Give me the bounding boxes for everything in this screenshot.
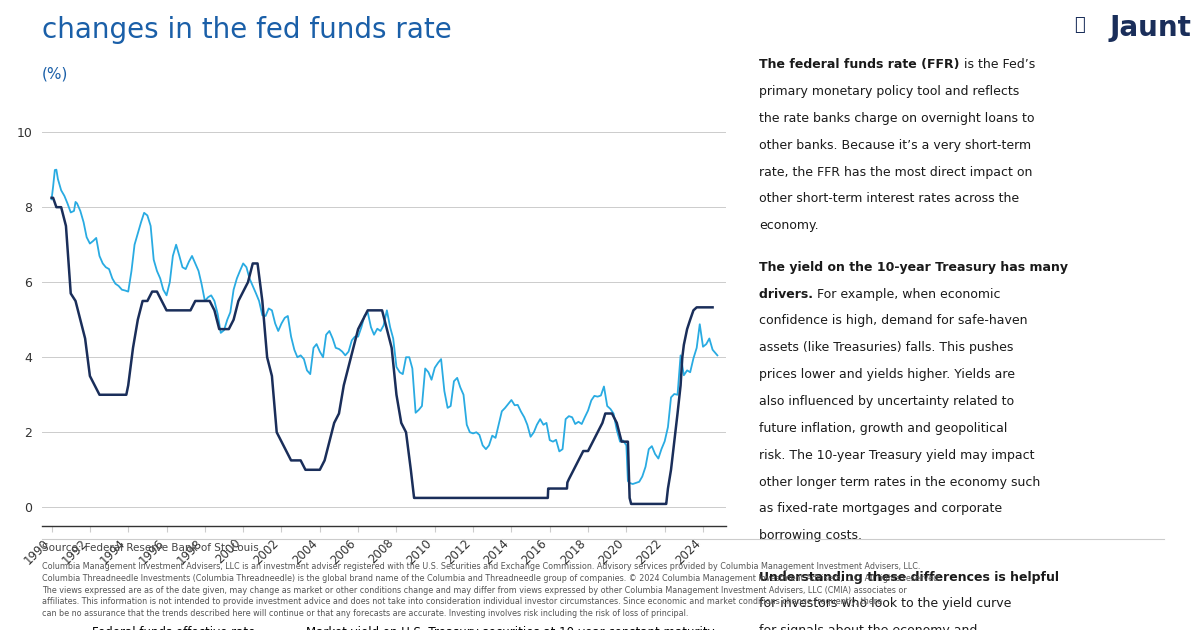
- Text: 🐧: 🐧: [1074, 16, 1085, 34]
- Text: drivers.: drivers.: [758, 287, 817, 301]
- Text: as fixed-rate mortgages and corporate: as fixed-rate mortgages and corporate: [758, 503, 1002, 515]
- Text: for investors who look to the yield curve: for investors who look to the yield curv…: [758, 597, 1012, 610]
- Text: also influenced by uncertainty related to: also influenced by uncertainty related t…: [758, 395, 1014, 408]
- Legend: Federal funds effective rate, Market yield on U.S. Treasury securities at 10-yea: Federal funds effective rate, Market yie…: [48, 622, 719, 630]
- Text: economy.: economy.: [758, 219, 818, 232]
- Text: Jaunt: Jaunt: [1110, 14, 1192, 42]
- Text: (%): (%): [42, 66, 68, 81]
- Text: future inflation, growth and geopolitical: future inflation, growth and geopolitica…: [758, 422, 1007, 435]
- Text: other banks. Because it’s a very short-term: other banks. Because it’s a very short-t…: [758, 139, 1031, 152]
- Text: Columbia Management Investment Advisers, LLC is an investment adviser registered: Columbia Management Investment Advisers,…: [42, 562, 941, 618]
- Text: rate, the FFR has the most direct impact on: rate, the FFR has the most direct impact…: [758, 166, 1032, 178]
- Text: The federal funds rate (FFR): The federal funds rate (FFR): [758, 58, 964, 71]
- Text: primary monetary policy tool and reflects: primary monetary policy tool and reflect…: [758, 85, 1019, 98]
- Text: is the Fed’s: is the Fed’s: [964, 58, 1034, 71]
- Text: risk. The 10-year Treasury yield may impact: risk. The 10-year Treasury yield may imp…: [758, 449, 1034, 462]
- Text: Source: Federal Reserve Bank of St. Louis: Source: Federal Reserve Bank of St. Loui…: [42, 543, 259, 553]
- Text: The yield on the 10-year Treasury has many: The yield on the 10-year Treasury has ma…: [758, 261, 1068, 273]
- Text: other short-term interest rates across the: other short-term interest rates across t…: [758, 193, 1019, 205]
- Text: assets (like Treasuries) falls. This pushes: assets (like Treasuries) falls. This pus…: [758, 341, 1013, 354]
- Text: borrowing costs.: borrowing costs.: [758, 529, 862, 542]
- Text: the rate banks charge on overnight loans to: the rate banks charge on overnight loans…: [758, 112, 1034, 125]
- Text: confidence is high, demand for safe-haven: confidence is high, demand for safe-have…: [758, 314, 1027, 328]
- Text: prices lower and yields higher. Yields are: prices lower and yields higher. Yields a…: [758, 368, 1015, 381]
- Text: other longer term rates in the economy such: other longer term rates in the economy s…: [758, 476, 1040, 488]
- Text: Understanding these differences is helpful: Understanding these differences is helpf…: [758, 571, 1058, 583]
- Text: for signals about the economy and: for signals about the economy and: [758, 624, 977, 630]
- Text: For example, when economic: For example, when economic: [817, 287, 1001, 301]
- Text: changes in the fed funds rate: changes in the fed funds rate: [42, 16, 451, 43]
